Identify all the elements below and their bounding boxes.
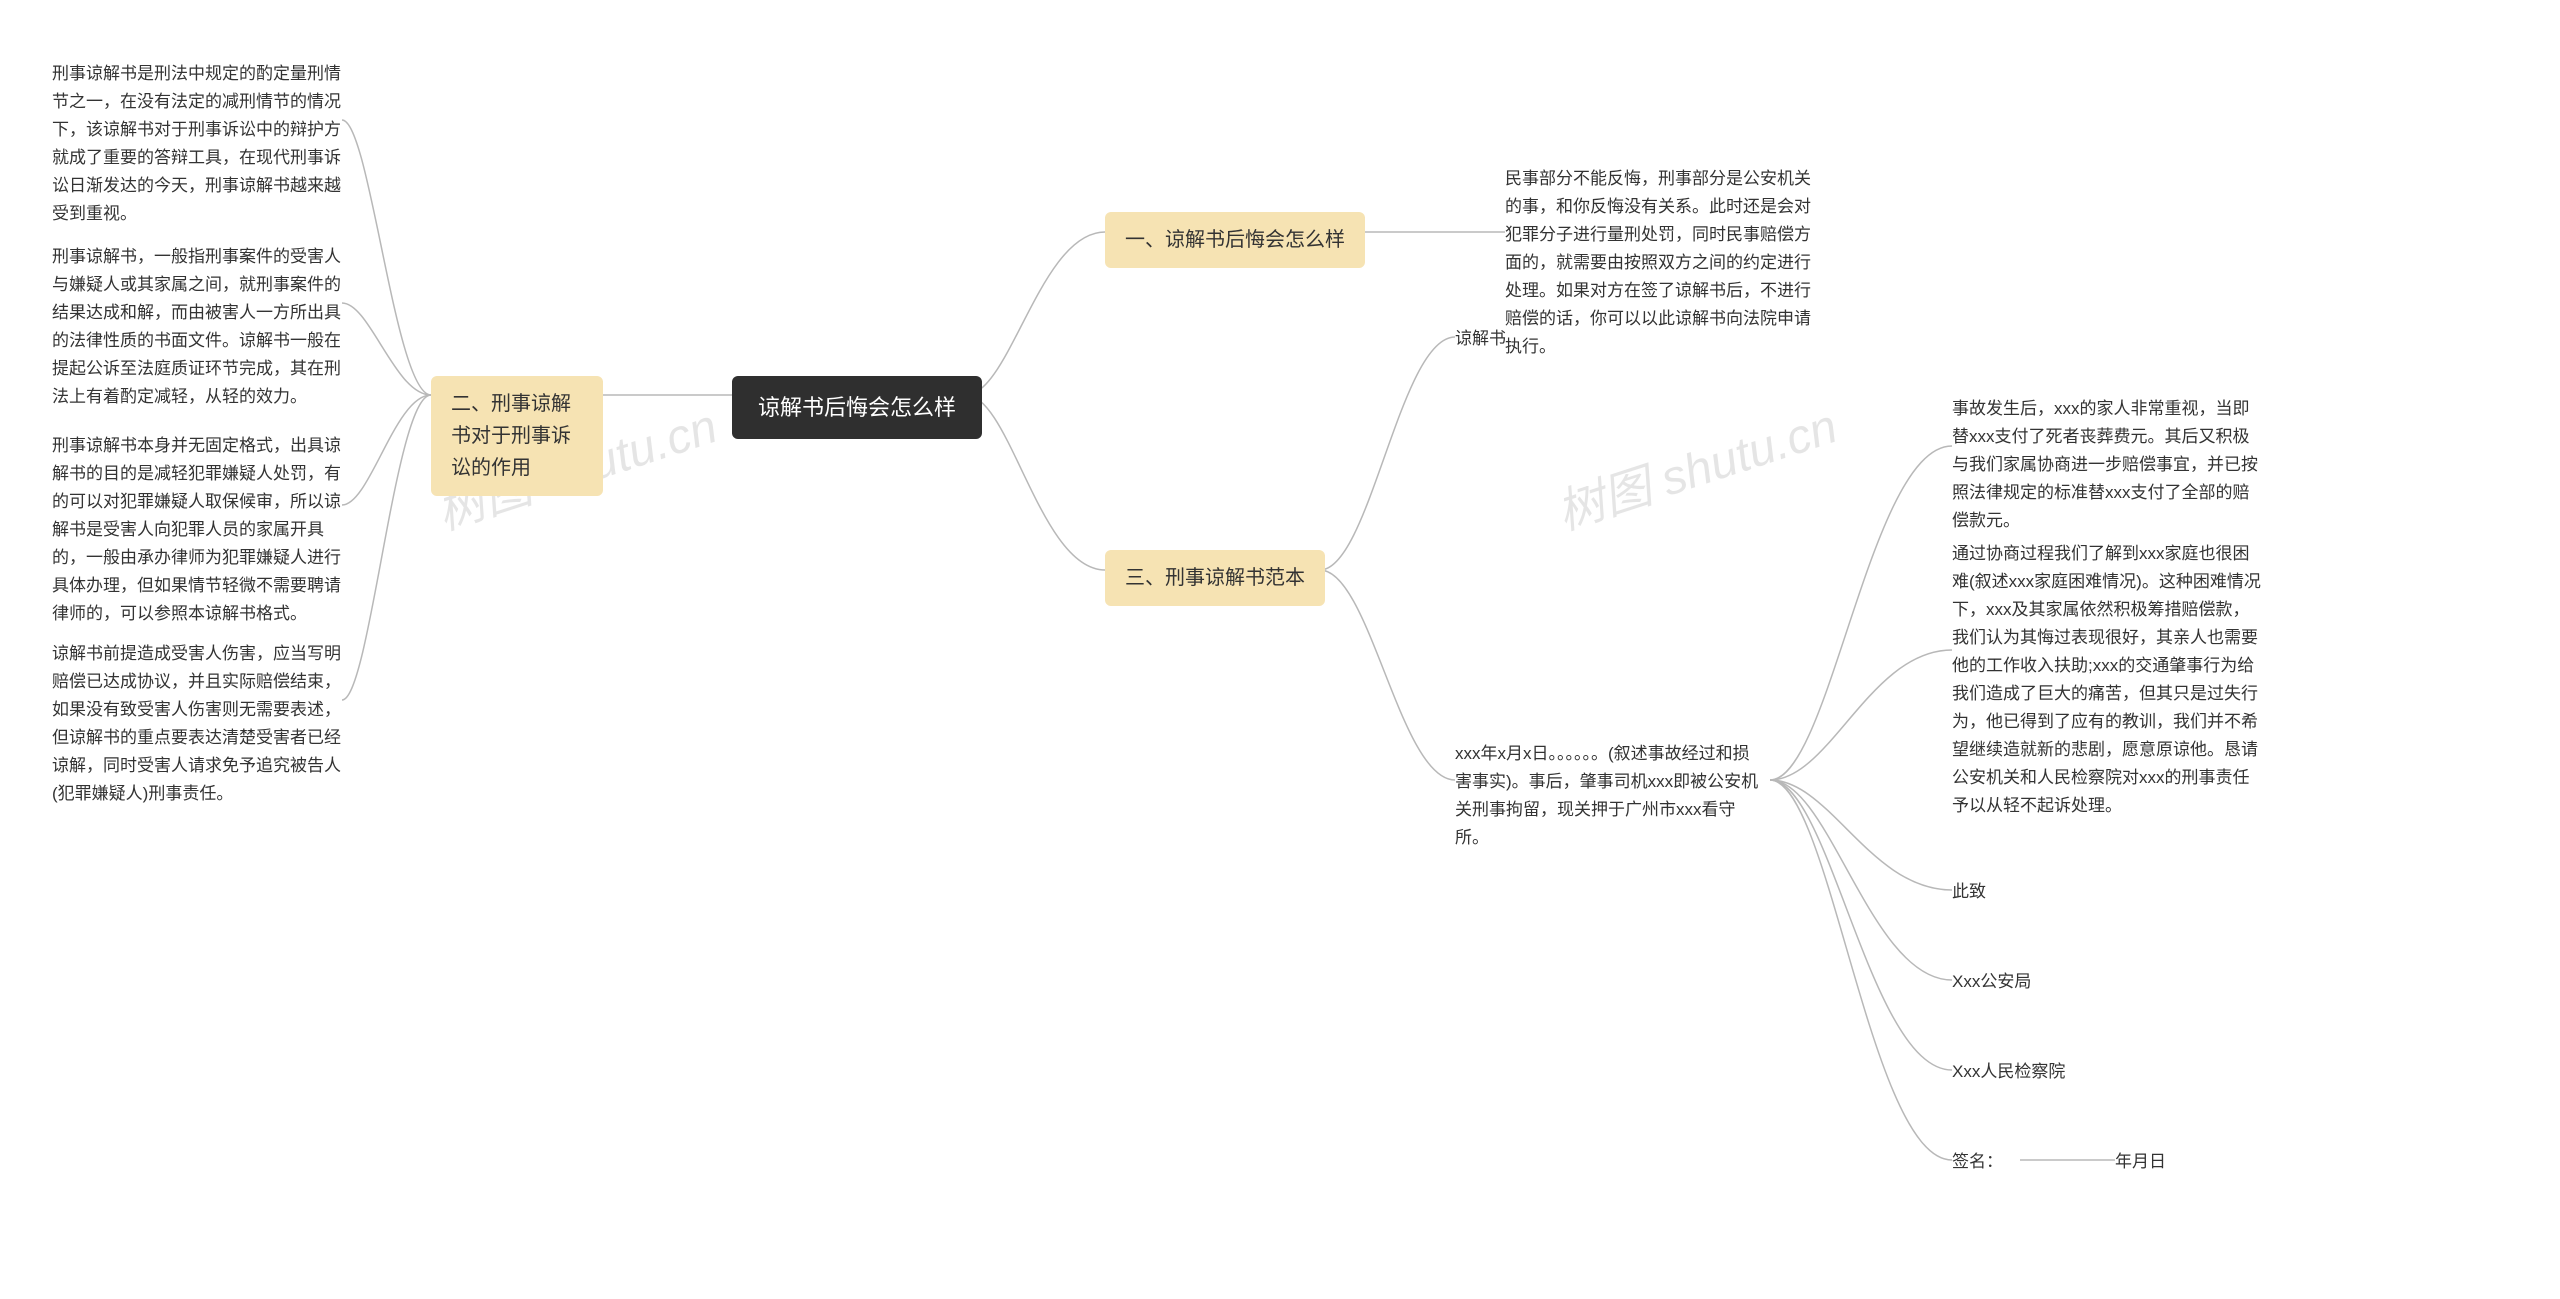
b2-leaf-1: 刑事谅解书，一般指刑事案件的受害人与嫌疑人或其家属之间，就刑事案件的结果达成和解…: [52, 243, 342, 411]
watermark: 树图 shutu.cn: [1546, 387, 1844, 543]
b2-leaf-0: 刑事谅解书是刑法中规定的酌定量刑情节之一，在没有法定的减刑情节的情况下，该谅解书…: [52, 60, 342, 228]
root-node[interactable]: 谅解书后悔会怎么样: [732, 376, 982, 439]
branch-1[interactable]: 一、谅解书后悔会怎么样: [1105, 212, 1365, 268]
branch-3[interactable]: 三、刑事谅解书范本: [1105, 550, 1325, 606]
b2-leaf-2: 刑事谅解书本身并无固定格式，出具谅解书的目的是减轻犯罪嫌疑人处罚，有的可以对犯罪…: [52, 432, 342, 628]
branch-1-leaf: 民事部分不能反悔，刑事部分是公安机关的事，和你反悔没有关系。此时还是会对犯罪分子…: [1505, 165, 1815, 361]
b3-c2-leaf-4: Xxx人民检察院: [1952, 1058, 2065, 1086]
branch-2[interactable]: 二、刑事谅解书对于刑事诉讼的作用: [431, 376, 603, 496]
b3-c2-leaf-5: 签名：: [1952, 1148, 2003, 1176]
b3-c2-leaf-0: 事故发生后，xxx的家人非常重视，当即替xxx支付了死者丧葬费元。其后又积极与我…: [1952, 395, 2262, 535]
b2-leaf-3: 谅解书前提造成受害人伤害，应当写明赔偿已达成协议，并且实际赔偿结束，如果没有致受…: [52, 640, 342, 808]
b3-c1: 谅解书: [1455, 325, 1506, 353]
b3-c2-label: xxx年x月x日。。。。。。(叙述事故经过和损害事实)。事后，肇事司机xxx即被…: [1455, 740, 1765, 852]
b3-c2-leaf-2: 此致: [1952, 878, 1986, 906]
b3-c2-leaf-6: 年月日: [2115, 1148, 2166, 1176]
b3-c2-leaf-1: 通过协商过程我们了解到xxx家庭也很困难(叙述xxx家庭困难情况)。这种困难情况…: [1952, 540, 2262, 820]
b3-c2-leaf-3: Xxx公安局: [1952, 968, 2031, 996]
